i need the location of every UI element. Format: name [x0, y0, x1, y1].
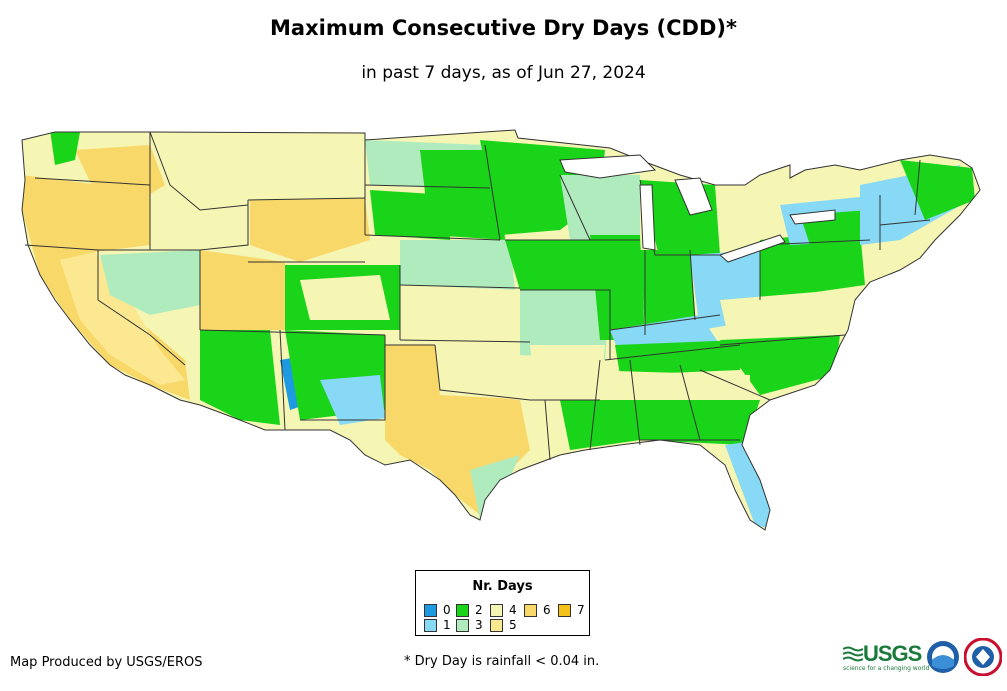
region-oklahoma-3day	[435, 345, 535, 400]
region-virginia-4day	[720, 290, 845, 345]
legend-swatch	[490, 603, 503, 617]
border-ks-ok	[399, 339, 531, 343]
border-mo	[520, 289, 611, 360]
legend-swatch	[424, 603, 437, 617]
region-nevada-3day	[100, 250, 200, 315]
border-ok-tx	[434, 344, 531, 401]
map-subtitle: in past 7 days, as of Jun 27, 2024	[361, 63, 646, 83]
legend-label: 2	[475, 603, 483, 617]
legend-swatch	[558, 603, 571, 617]
region-utah-6day	[200, 250, 285, 330]
border-id-mt	[149, 131, 249, 211]
legend-swatch	[524, 603, 537, 617]
legend-item: 1	[424, 618, 451, 632]
border-tn	[604, 344, 741, 361]
region-gulf-green	[560, 400, 760, 450]
region-idaho-6day	[75, 145, 165, 200]
border-ca-nv	[97, 250, 186, 366]
great-lakes	[559, 154, 836, 263]
border-ms	[589, 359, 601, 451]
border-ne-ks	[399, 284, 521, 289]
credit-text: Map Produced by USGS/EROS	[10, 655, 203, 670]
state-borders	[21, 129, 981, 531]
legend-item: 4	[490, 603, 517, 617]
border-nd-sd	[364, 184, 491, 189]
legend: Nr. Days 0 2 4 6 7 1 3 5	[415, 570, 590, 636]
legend-item: 5	[490, 618, 517, 632]
region-california-5day	[60, 252, 185, 385]
legend-label: 5	[509, 618, 517, 632]
legend-label: 6	[543, 603, 551, 617]
lake-superior	[559, 154, 657, 179]
legend-swatch	[456, 618, 469, 632]
border-nm-tx	[300, 335, 386, 421]
region-wyoming-6day	[250, 198, 370, 262]
region-wisconsin-3day	[560, 175, 640, 240]
region-nebraska-3day	[400, 240, 515, 290]
region-south-dakota-green	[370, 190, 450, 240]
region-montana-4day	[170, 132, 365, 200]
lake-erie	[719, 234, 786, 263]
footnote-text: * Dry Day is rainfall < 0.04 in.	[404, 654, 600, 669]
legend-item: 7	[558, 603, 585, 617]
noaa-logo	[927, 641, 959, 673]
border-wi	[559, 174, 640, 241]
border-az-nm	[199, 329, 386, 336]
region-kansas-4day	[400, 285, 520, 340]
legend-label: 4	[509, 603, 517, 617]
region-new-mexico-light	[320, 375, 385, 425]
legend-label: 3	[475, 618, 483, 632]
lake-huron	[674, 177, 713, 216]
border-mn	[484, 144, 501, 241]
usgs-tagline: science for a changing world	[843, 665, 930, 672]
region-arizona-green	[200, 330, 280, 425]
legend-label: 7	[577, 603, 585, 617]
climate-fill	[22, 130, 980, 530]
border-mt-wy	[247, 197, 366, 201]
border-in-oh	[689, 249, 696, 321]
region-washington-green	[50, 130, 80, 165]
border-az	[279, 329, 286, 431]
legend-item: 3	[456, 618, 483, 632]
region-iowa-green	[505, 240, 610, 290]
border-ga	[679, 364, 701, 441]
region-illinois-green	[590, 235, 645, 340]
border-wa-or	[34, 177, 151, 186]
lake-michigan	[639, 184, 656, 251]
legend-label: 0	[443, 603, 451, 617]
map-title: Maximum Consecutive Dry Days (CDD)*	[270, 16, 737, 40]
legend-item: 0	[424, 603, 451, 617]
us-outline	[21, 129, 981, 531]
border-me	[914, 159, 921, 216]
region-missouri-3day	[520, 290, 610, 360]
border-la	[544, 399, 551, 461]
usgs-wave-icon	[843, 646, 863, 662]
border-ma	[879, 219, 931, 226]
region-arkansas-4day	[530, 345, 605, 400]
legend-item: 6	[524, 603, 551, 617]
border-ky	[609, 314, 721, 331]
legend-swatch	[456, 603, 469, 617]
usgs-logo: USGS science for a changing world	[843, 641, 929, 672]
lake-ontario	[789, 209, 836, 225]
usgs-logo-text: USGS	[863, 641, 922, 666]
region-colorado-4day	[300, 275, 390, 320]
legend-label: 1	[443, 618, 451, 632]
legend-title: Nr. Days	[472, 579, 533, 594]
nws-logo	[964, 638, 1002, 676]
region-pennsylvania-green	[760, 230, 865, 300]
legend-swatch	[490, 618, 503, 632]
border-sc	[699, 369, 771, 401]
region-indiana-green	[640, 250, 695, 330]
legend-item: 2	[456, 603, 483, 617]
border-va	[719, 334, 846, 346]
border-sd-ne	[364, 234, 501, 241]
border-al	[629, 359, 641, 446]
border-ut-wy	[150, 200, 249, 251]
legend-swatch	[424, 618, 437, 632]
